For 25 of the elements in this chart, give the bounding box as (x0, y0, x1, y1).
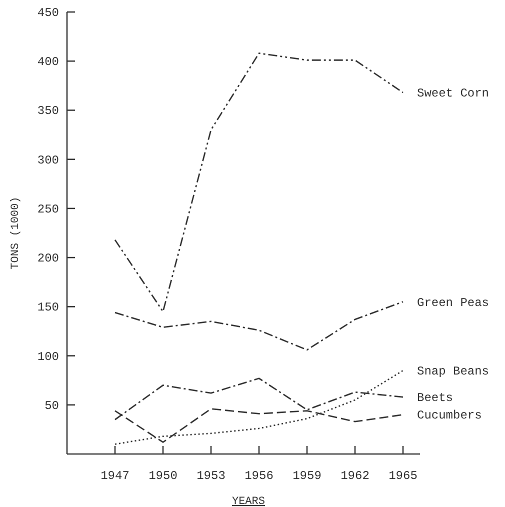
x-tick-label: 1965 (388, 469, 418, 483)
series-label: Green Peas (417, 296, 490, 310)
y-tick-label: 350 (37, 104, 59, 118)
series-label: Snap Beans (417, 364, 490, 379)
x-tick-label: 1953 (196, 469, 226, 483)
line-series (114, 52, 404, 312)
x-tick-label: 1959 (292, 469, 322, 483)
y-tick-label: 300 (37, 153, 59, 168)
x-tick-label: 1950 (148, 469, 178, 483)
x-axis-title: YEARS (232, 496, 266, 507)
y-tick-label: 200 (37, 252, 59, 266)
y-axis-title: TONS (1000) (10, 196, 22, 270)
line-series (114, 301, 404, 351)
series-label: Beets (417, 391, 454, 406)
y-tick-label: 50 (44, 398, 59, 413)
y-tick-label: 150 (37, 300, 59, 315)
series-label: Cucumbers (417, 408, 482, 423)
x-tick-label: 1947 (100, 469, 130, 483)
y-tick-label: 250 (37, 202, 59, 216)
y-tick-label: 100 (37, 350, 59, 364)
x-tick-label: 1956 (244, 469, 274, 483)
y-tick-label: 400 (37, 55, 59, 70)
y-tick-label: 450 (37, 6, 59, 20)
x-tick-label: 1962 (340, 469, 370, 483)
series-label: Sweet Corn (417, 86, 490, 101)
